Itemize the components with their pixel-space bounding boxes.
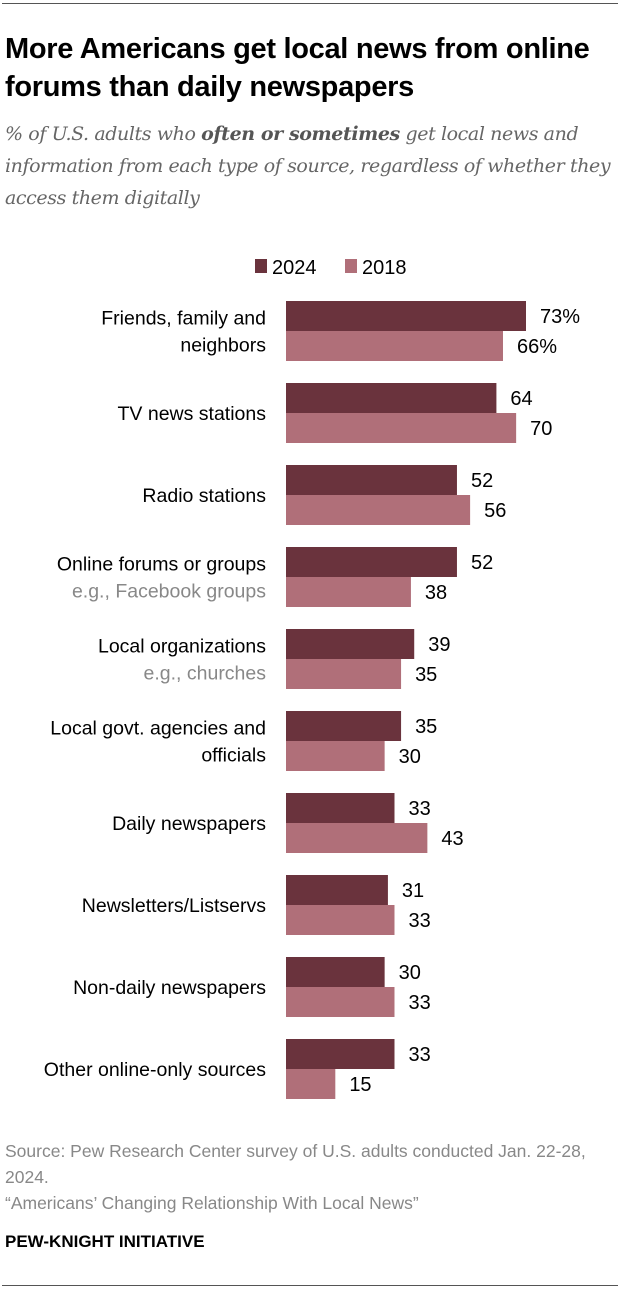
bar-2018 (286, 987, 395, 1017)
bar-2018 (286, 905, 395, 935)
value-label-2024: 39 (428, 634, 450, 656)
legend-swatch-2024 (255, 259, 267, 273)
value-label-2018: 38 (425, 582, 447, 604)
subtitle-pre: % of U.S. adults who (5, 123, 202, 145)
bar-2018 (286, 577, 411, 607)
bar-2018 (286, 331, 503, 361)
source-text: Source: Pew Research Center survey of U.… (5, 1141, 586, 1187)
value-label-2018: 35 (415, 664, 437, 686)
bar-2018 (286, 495, 471, 525)
bar-2024 (286, 793, 395, 823)
value-label-2024: 30 (399, 962, 421, 984)
top-rule (2, 3, 618, 4)
category-label: Local organizations (98, 636, 266, 658)
bar-2018 (286, 741, 385, 771)
category-label: Other online-only sources (44, 1059, 266, 1081)
category-note: e.g., Facebook groups (72, 581, 266, 603)
legend-swatch-2018 (345, 259, 357, 273)
value-label-2018: 33 (408, 910, 430, 932)
value-label-2018: 43 (441, 828, 463, 850)
category-label: Radio stations (142, 485, 266, 507)
category-label: Friends, family and (101, 308, 266, 330)
bar-2024 (286, 1039, 395, 1069)
value-label-2024: 35 (415, 716, 437, 738)
bar-2024 (286, 465, 457, 495)
bar-2018 (286, 413, 517, 443)
value-label-2024: 52 (471, 470, 493, 492)
category-note: e.g., churches (144, 663, 267, 685)
chart-subtitle: % of U.S. adults who often or sometimes … (5, 118, 615, 214)
bar-2024 (286, 711, 402, 741)
category-label: Daily newspapers (112, 813, 266, 835)
bar-2024 (286, 957, 385, 987)
legend-label-2024: 2024 (272, 257, 317, 279)
category-label: Local govt. agencies and (50, 718, 266, 740)
category-label: neighbors (180, 335, 266, 357)
category-label: Online forums or groups (57, 554, 266, 576)
bar-2024 (286, 875, 388, 905)
legend-label-2018: 2018 (362, 257, 407, 279)
category-label: Non-daily newspapers (73, 977, 266, 999)
source-note: Source: Pew Research Center survey of U.… (5, 1138, 615, 1216)
value-label-2024: 33 (408, 1044, 430, 1066)
category-label: officials (201, 745, 266, 767)
bar-2024 (286, 629, 415, 659)
value-label-2018: 70 (530, 418, 552, 440)
value-label-2024: 73% (540, 306, 580, 328)
subtitle-bold: often or sometimes (201, 123, 400, 145)
bar-2024 (286, 383, 497, 413)
category-label: TV news stations (118, 403, 267, 425)
value-label-2024: 31 (402, 880, 424, 902)
bar-2018 (286, 1069, 336, 1099)
bar-2024 (286, 547, 457, 577)
category-label: Newsletters/Listservs (82, 895, 266, 917)
report-title: “Americans’ Changing Relationship With L… (5, 1193, 419, 1213)
bottom-rule (2, 1285, 618, 1286)
bar-2024 (286, 301, 526, 331)
value-label-2024: 52 (471, 552, 493, 574)
subtitle-post: get local news and information from each… (5, 123, 611, 209)
value-label-2018: 30 (399, 746, 421, 768)
value-label-2018: 56 (484, 500, 506, 522)
value-label-2018: 66% (517, 336, 557, 358)
bar-chart: 2024 2018 Friends, family and neighbors 73% 6… (44, 257, 580, 1099)
value-label-2018: 33 (408, 992, 430, 1014)
bar-2018 (286, 823, 428, 853)
value-label-2018: 15 (349, 1074, 371, 1096)
chart-title: More Americans get local news from onlin… (5, 33, 590, 103)
brand-label: PEW-KNIGHT INITIATIVE (5, 1232, 205, 1251)
bar-2018 (286, 659, 402, 689)
value-label-2024: 33 (408, 798, 430, 820)
value-label-2024: 64 (510, 388, 532, 410)
